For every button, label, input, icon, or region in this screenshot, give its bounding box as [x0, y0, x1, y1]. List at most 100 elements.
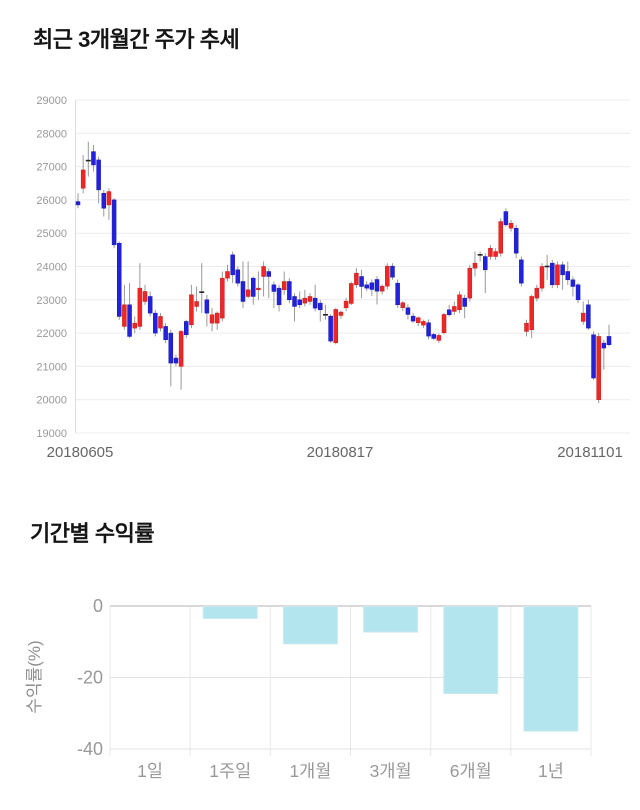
candle-bear: [560, 264, 565, 276]
candle-doji: [477, 254, 483, 256]
candle-bull: [307, 296, 313, 302]
return-bar: [202, 606, 258, 620]
candle-bull: [472, 262, 478, 269]
candle-bull: [158, 316, 163, 329]
y-tick-label: 23000: [36, 295, 67, 307]
candle-bull: [122, 304, 127, 327]
candle-doji: [199, 291, 205, 293]
candle-bear: [426, 322, 431, 337]
candle-bear: [292, 296, 297, 307]
candle-bull: [209, 314, 215, 324]
candle-bull: [488, 247, 493, 257]
candle-bear: [147, 296, 153, 314]
returns-chart-title: 기간별 수익률: [30, 521, 155, 546]
candle-bear: [163, 326, 168, 341]
y-tick-label: 26000: [36, 195, 67, 207]
x-category-label: 3개월: [370, 761, 412, 781]
candle-bear: [601, 342, 607, 349]
candle-bear: [519, 259, 524, 284]
candle-bull: [189, 294, 194, 326]
x-category-label: 1일: [137, 761, 163, 781]
candle-bull: [261, 266, 266, 277]
return-bar: [363, 606, 419, 633]
candle-bull: [302, 297, 308, 304]
candle-bull: [132, 322, 137, 329]
candle-bull: [416, 317, 421, 324]
candle-doji: [322, 313, 328, 316]
x-category-label: 1년: [538, 761, 564, 781]
candle-bear: [503, 211, 509, 226]
candle-bull: [555, 264, 560, 286]
candle-bull: [178, 331, 184, 367]
candle-bull: [281, 281, 287, 291]
y-tick-label: -40: [77, 739, 103, 759]
candle-bull: [524, 322, 529, 332]
candle-bull: [436, 335, 442, 341]
candle-bear: [153, 312, 158, 334]
candle-bull: [508, 222, 514, 229]
candle-bear: [235, 269, 241, 284]
candle-bear: [550, 262, 555, 286]
candle-bear: [101, 192, 107, 209]
y-tick-label: -20: [77, 668, 103, 688]
candle-bear: [410, 315, 416, 322]
candle-doji: [85, 159, 91, 162]
candle-bull: [106, 191, 112, 206]
candle-bull: [256, 287, 261, 291]
x-category-label: 1주일: [209, 761, 251, 781]
candle-bull: [452, 306, 457, 312]
price-chart-title: 최근 3개월간 주가 추세: [33, 27, 240, 52]
candle-bear: [591, 334, 596, 379]
candle-bear: [575, 284, 581, 301]
candle-bear: [266, 271, 271, 277]
y-tick-label: 0: [93, 596, 103, 616]
candle-bull: [245, 289, 251, 297]
candle-bull: [137, 287, 143, 327]
candle-bull: [400, 302, 406, 309]
y-tick-label: 28000: [36, 128, 67, 140]
y-tick-label: 22000: [36, 328, 67, 340]
candle-bear: [204, 299, 210, 314]
candle-bull: [80, 169, 86, 189]
y-tick-label: 25000: [36, 228, 67, 240]
candle-doji: [544, 265, 550, 268]
candle-bull: [225, 271, 230, 279]
candle-bull: [441, 314, 447, 334]
candle-bear: [390, 265, 395, 278]
candle-bear: [96, 159, 101, 191]
candle-bull: [343, 300, 349, 309]
candle-bear: [318, 302, 323, 311]
candle-bear: [446, 309, 452, 316]
y-tick-label: 19000: [36, 428, 67, 440]
candle-bear: [184, 321, 189, 336]
candle-bear: [287, 281, 292, 301]
y-tick-label: 21000: [36, 361, 67, 373]
y-tick-label: 29000: [36, 95, 67, 107]
candle-bear: [116, 242, 122, 317]
candle-bull: [498, 221, 503, 254]
y-tick-label: 24000: [36, 262, 67, 274]
return-bar: [523, 606, 579, 732]
candle-bear: [91, 151, 96, 166]
candle-bear: [251, 277, 256, 297]
candle-bear: [586, 304, 591, 329]
candle-bull: [457, 294, 462, 311]
y-tick-label: 20000: [36, 395, 67, 407]
candle-bear: [359, 276, 364, 287]
candle-bull: [467, 267, 473, 299]
candle-bear: [395, 282, 400, 306]
period-returns-bar-chart: 0 -20 -40 1일 1주일 1개월 3개월 6개월 1년 수익률(%): [25, 596, 592, 781]
candle-bull: [529, 296, 534, 331]
candle-bull: [333, 309, 339, 344]
candle-bear: [297, 299, 302, 306]
candle-bear: [75, 201, 81, 206]
x-category-label: 1개월: [289, 761, 331, 781]
candle-bull: [214, 312, 220, 324]
candle-bear: [173, 357, 179, 364]
candle-bear: [570, 279, 576, 287]
y-tick-label: 27000: [36, 162, 67, 174]
candle-bear: [431, 334, 436, 339]
x-category-label: 6개월: [450, 761, 492, 781]
candle-bear: [168, 332, 174, 364]
candle-bear: [606, 336, 612, 346]
